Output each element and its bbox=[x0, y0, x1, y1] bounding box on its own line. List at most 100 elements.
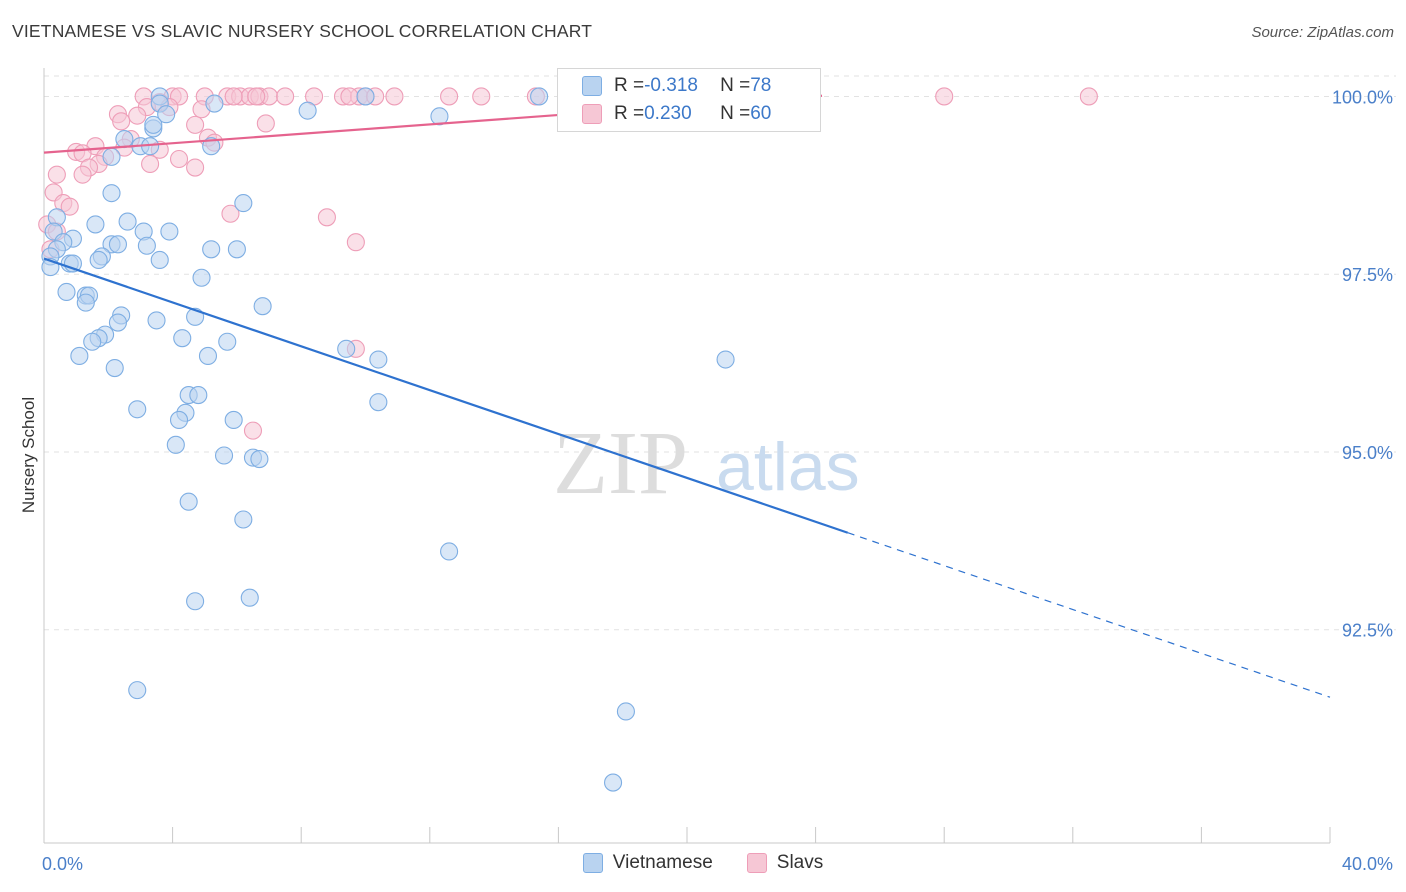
y-tick-label: 92.5% bbox=[1342, 621, 1393, 641]
vietnamese-point bbox=[202, 137, 221, 156]
vietnamese-point bbox=[240, 588, 259, 607]
vietnamese-point bbox=[108, 235, 127, 254]
vietnamese-point bbox=[160, 222, 179, 241]
vietnamese-point bbox=[356, 87, 375, 106]
slavs-point bbox=[169, 149, 189, 169]
vietnamese-point bbox=[86, 215, 105, 234]
watermark-atlas: atlas bbox=[716, 429, 860, 505]
x-tick-labels: 0.0% 40.0% bbox=[42, 854, 1393, 874]
vietnamese-point bbox=[369, 393, 388, 412]
vietnamese-point bbox=[224, 410, 243, 429]
slavs-point bbox=[247, 87, 266, 106]
vietnamese-trend-extension bbox=[847, 532, 1331, 698]
legend-row-slavs: R = 0.230 N = 60 bbox=[582, 102, 771, 126]
legend-label-vietnamese: Vietnamese bbox=[612, 852, 713, 873]
vietnamese-point bbox=[150, 250, 169, 270]
vietnamese-point bbox=[115, 130, 134, 149]
legend-item-slavs: Slavs bbox=[746, 852, 824, 874]
y-tick-label: 95.0% bbox=[1342, 443, 1393, 463]
vietnamese-point bbox=[234, 510, 253, 529]
slavs-point bbox=[186, 115, 205, 134]
vietnamese-point bbox=[70, 346, 89, 366]
y-tick-labels: 100.0% 97.5% 95.0% 92.5% bbox=[1332, 87, 1393, 640]
slavs-point bbox=[243, 421, 263, 440]
vietnamese-point bbox=[298, 101, 317, 120]
vietnamese-point bbox=[218, 332, 237, 351]
vietnamese-point bbox=[128, 400, 147, 419]
slavs-point bbox=[221, 204, 240, 223]
vietnamese-point bbox=[166, 435, 185, 454]
vietnamese-point bbox=[192, 268, 211, 287]
vietnamese-point bbox=[108, 313, 127, 332]
vietnamese-point bbox=[102, 184, 121, 203]
vietnamese-point bbox=[440, 542, 459, 561]
slavs-point bbox=[340, 87, 359, 106]
legend-r-value: -0.318 bbox=[644, 75, 698, 96]
vietnamese-point bbox=[147, 311, 166, 330]
vietnamese-point bbox=[253, 297, 272, 316]
vietnamese-point bbox=[137, 236, 156, 255]
legend-r-value: 0.230 bbox=[644, 103, 692, 124]
vietnamese-point bbox=[76, 293, 95, 312]
vietnamese-point bbox=[173, 329, 192, 348]
slavs-point bbox=[186, 158, 205, 177]
vietnamese-point bbox=[202, 240, 221, 259]
chart-title: VIETNAMESE VS SLAVIC NURSERY SCHOOL CORR… bbox=[12, 21, 593, 41]
y-axis-label: Nursery School bbox=[19, 397, 38, 513]
vietnamese-point bbox=[369, 350, 388, 369]
vietnamese-point bbox=[604, 773, 623, 792]
slavs-point bbox=[346, 233, 365, 252]
vietnamese-point bbox=[214, 446, 234, 465]
watermark-zip: ZIP bbox=[553, 414, 688, 513]
vietnamese-point bbox=[89, 250, 108, 270]
vietnamese-point bbox=[144, 115, 163, 134]
vietnamese-point bbox=[530, 87, 549, 106]
vietnamese-point bbox=[616, 702, 635, 721]
slavs-point bbox=[276, 87, 295, 106]
y-tick-label: 100.0% bbox=[1332, 87, 1393, 107]
legend-swatch-slavs bbox=[746, 853, 767, 873]
vietnamese-point bbox=[118, 212, 137, 231]
legend-label-slavs: Slavs bbox=[776, 852, 824, 873]
vietnamese-point bbox=[234, 194, 253, 213]
vietnamese-point bbox=[250, 450, 269, 469]
slavs-point bbox=[935, 87, 954, 106]
legend-swatch-vietnamese bbox=[582, 76, 602, 96]
vietnamese-point bbox=[205, 94, 224, 113]
vietnamese-point bbox=[179, 492, 198, 511]
slavs-point bbox=[385, 87, 404, 106]
legend-n-value: 78 bbox=[750, 75, 772, 96]
slavs-point bbox=[1079, 87, 1098, 106]
x-tick-label: 40.0% bbox=[1342, 854, 1393, 874]
vietnamese-point bbox=[198, 346, 218, 366]
vietnamese-point bbox=[716, 350, 735, 369]
vietnamese-point bbox=[102, 147, 121, 166]
legend-n-label: N = bbox=[720, 103, 751, 124]
vietnamese-points bbox=[41, 87, 735, 792]
legend-n-label: N = bbox=[720, 75, 751, 96]
legend-swatch-vietnamese bbox=[582, 853, 603, 873]
slavs-point bbox=[112, 112, 131, 131]
y-tick-label: 97.5% bbox=[1342, 265, 1393, 285]
vietnamese-trend-line bbox=[43, 257, 849, 534]
x-tick-label: 0.0% bbox=[42, 854, 83, 874]
vietnamese-point bbox=[189, 386, 208, 405]
vietnamese-point bbox=[337, 339, 356, 358]
slavs-point bbox=[317, 208, 336, 227]
axes bbox=[43, 68, 1331, 844]
slavs-point bbox=[60, 197, 79, 216]
legend-r-label: R = bbox=[614, 75, 645, 96]
vietnamese-point bbox=[57, 282, 76, 302]
vietnamese-point bbox=[430, 107, 449, 126]
legend-swatch-slavs bbox=[582, 104, 602, 124]
vietnamese-point bbox=[169, 410, 189, 429]
slavs-point bbox=[224, 87, 243, 106]
vietnamese-point bbox=[128, 681, 147, 700]
trend-lines bbox=[43, 94, 1331, 698]
vietnamese-point bbox=[227, 240, 246, 259]
watermark: ZIP atlas bbox=[553, 414, 860, 513]
slavs-point bbox=[141, 154, 160, 174]
slavs-point bbox=[256, 114, 275, 133]
vietnamese-point bbox=[105, 358, 124, 378]
